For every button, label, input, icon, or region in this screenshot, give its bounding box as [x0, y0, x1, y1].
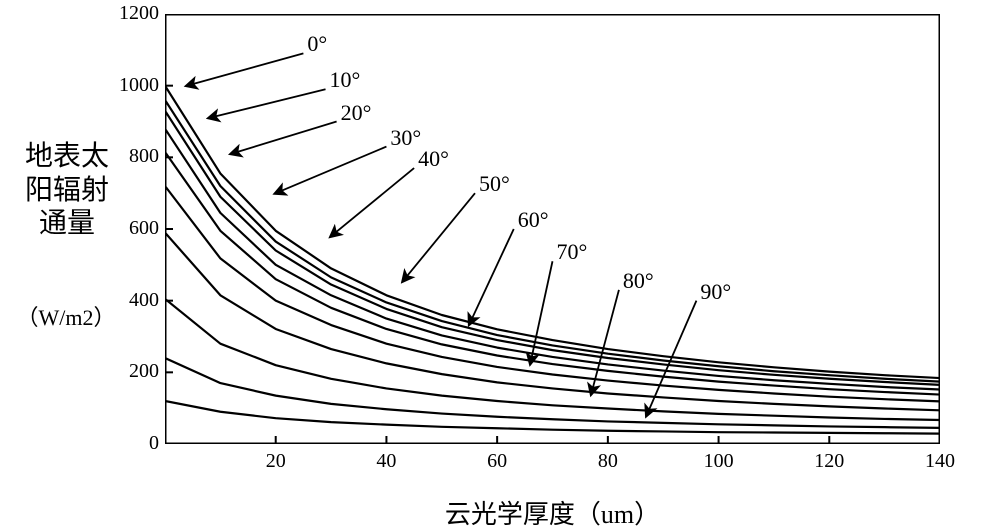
series-annotation: 50° [479, 171, 510, 197]
y-tick-label: 800 [129, 145, 159, 168]
annotation-arrow [403, 193, 475, 281]
annotation-arrow [591, 290, 619, 394]
series-annotation: 10° [330, 67, 361, 93]
series-annotation: 90° [700, 279, 731, 305]
series-annotation: 60° [518, 207, 549, 233]
y-axis-label: 地表太 阳辐射 通量 [12, 140, 122, 241]
annotation-arrow [469, 229, 513, 324]
annotation-arrow [187, 53, 303, 85]
annotation-arrow [209, 89, 325, 118]
series-annotation: 20° [341, 100, 372, 126]
y-axis-label-line: 阳辐射 [12, 174, 122, 208]
x-tick-label: 100 [701, 450, 737, 473]
y-tick-label: 200 [129, 360, 159, 383]
series-annotation: 70° [557, 239, 588, 265]
annotation-arrow [331, 168, 414, 236]
series-line [165, 186, 940, 401]
series-annotation: 80° [623, 268, 654, 294]
series-line [165, 86, 940, 378]
y-tick-label: 1200 [119, 2, 159, 25]
series-annotation: 40° [418, 146, 449, 172]
series-line [165, 299, 940, 420]
figure-root: 地表太 阳辐射 通量 （W/m2） 云光学厚度（um） 20 40 60 80 100 1… [0, 0, 1000, 529]
y-axis-unit: （W/m2） [6, 300, 126, 332]
y-axis-label-line: 地表太 [12, 140, 122, 174]
x-tick-label: 140 [922, 450, 958, 473]
x-tick-label: 60 [479, 450, 515, 473]
y-tick-label: 1000 [119, 74, 159, 97]
plot-area [165, 14, 940, 444]
series-annotation: 30° [390, 125, 421, 151]
series-line [165, 111, 940, 385]
annotation-arrow [231, 122, 336, 154]
annotation-arrow [276, 147, 387, 194]
y-tick-label: 600 [129, 217, 159, 240]
y-tick-label: 400 [129, 289, 159, 312]
x-tick-label: 80 [590, 450, 626, 473]
x-tick-label: 40 [368, 450, 404, 473]
chart-svg [165, 14, 940, 444]
x-tick-label: 20 [258, 450, 294, 473]
x-axis-label: 云光学厚度（um） [165, 494, 940, 529]
x-tick-label: 120 [811, 450, 847, 473]
series-line [165, 152, 940, 395]
y-tick-label: 0 [149, 432, 159, 455]
series-annotation: 0° [307, 31, 327, 57]
y-axis-label-line: 通量 [12, 207, 122, 241]
